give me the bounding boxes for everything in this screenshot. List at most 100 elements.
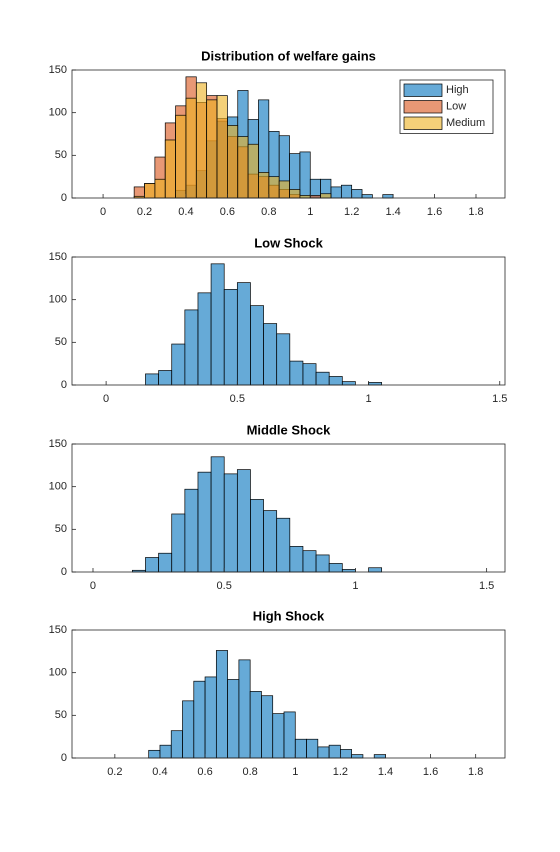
y-tick-label: 100 <box>49 667 67 679</box>
x-tick-label: 0.8 <box>261 206 276 218</box>
x-tick-label: 1.5 <box>492 393 507 405</box>
bar <box>341 381 356 386</box>
bar <box>263 323 278 386</box>
bar <box>175 114 187 199</box>
bar <box>299 151 311 199</box>
x-tick-label: 1.5 <box>479 580 494 592</box>
x-tick-label: 0.6 <box>220 206 235 218</box>
bar <box>294 738 307 759</box>
x-tick-label: 0.8 <box>243 766 258 778</box>
x-tick-label: 0.4 <box>152 766 167 778</box>
legend-label: Medium <box>446 117 485 129</box>
bar <box>289 546 304 573</box>
bar <box>227 679 240 759</box>
y-tick-label: 100 <box>49 107 67 119</box>
bar <box>250 305 264 386</box>
bar <box>306 738 319 759</box>
y-tick-label: 0 <box>61 192 67 204</box>
x-tick-label: 0 <box>100 206 106 218</box>
bar <box>223 473 238 573</box>
bar <box>328 744 341 759</box>
legend-swatch <box>403 83 443 97</box>
bar <box>193 680 206 759</box>
bar <box>158 370 173 386</box>
bar <box>315 554 330 573</box>
bar <box>283 711 296 759</box>
axes-box <box>71 69 506 199</box>
chart-title: Low Shock <box>254 235 323 250</box>
bar <box>330 186 342 199</box>
y-tick-label: 100 <box>49 481 67 493</box>
legend-label: High <box>446 84 469 96</box>
bar <box>361 194 373 199</box>
bar <box>328 376 343 386</box>
bar <box>278 180 290 199</box>
bar <box>276 517 291 573</box>
x-tick-label: 1 <box>292 766 298 778</box>
legend-swatch <box>403 116 443 130</box>
bar <box>148 749 161 759</box>
bar <box>236 469 251 573</box>
bar <box>289 360 304 386</box>
x-tick-label: 1.6 <box>423 766 438 778</box>
bar <box>154 178 166 199</box>
bar <box>223 289 238 386</box>
bar <box>302 550 317 573</box>
bar <box>249 691 262 759</box>
bar <box>236 282 251 386</box>
x-tick-label: 0.6 <box>197 766 212 778</box>
bar <box>195 82 208 199</box>
x-tick-label: 1 <box>352 580 358 592</box>
bar <box>185 97 197 199</box>
bar <box>171 513 186 573</box>
x-tick-label: 1.2 <box>333 766 348 778</box>
bar <box>302 363 317 386</box>
bar <box>227 125 239 199</box>
bar <box>184 309 199 386</box>
x-tick-label: 0 <box>90 580 96 592</box>
bar <box>145 557 159 573</box>
x-tick-label: 0.4 <box>178 206 193 218</box>
bar <box>171 343 186 386</box>
x-tick-label: 0.2 <box>137 206 152 218</box>
x-tick-label: 0.5 <box>217 580 232 592</box>
bar <box>340 184 353 199</box>
x-tick-label: 0.2 <box>107 766 122 778</box>
bar <box>170 730 183 759</box>
y-tick-label: 0 <box>61 566 67 578</box>
x-tick-label: 0 <box>103 393 109 405</box>
legend-label: Low <box>446 101 466 113</box>
bar <box>238 659 251 759</box>
bar <box>340 749 352 759</box>
y-tick-label: 150 <box>49 251 67 263</box>
y-tick-label: 100 <box>49 294 67 306</box>
bar <box>373 754 386 759</box>
bar <box>328 563 343 573</box>
y-tick-label: 0 <box>61 752 67 764</box>
bar <box>351 189 363 199</box>
x-tick-label: 1 <box>307 206 313 218</box>
y-tick-label: 50 <box>55 709 67 721</box>
bar <box>204 676 217 759</box>
bar <box>164 139 176 199</box>
x-tick-label: 1.2 <box>344 206 359 218</box>
bar <box>261 695 274 759</box>
bar <box>210 456 225 573</box>
chart-title: Distribution of welfare gains <box>201 48 376 63</box>
bar <box>158 552 173 573</box>
x-tick-label: 1.8 <box>468 766 483 778</box>
bar <box>197 292 212 386</box>
bar <box>182 700 195 759</box>
y-tick-label: 150 <box>49 438 67 450</box>
axes-box <box>71 629 506 759</box>
bar <box>237 136 249 199</box>
bar <box>145 373 159 386</box>
bar <box>184 488 199 573</box>
bar <box>351 754 364 759</box>
y-tick-label: 150 <box>49 624 67 636</box>
bar <box>197 471 212 573</box>
x-tick-label: 1.6 <box>427 206 442 218</box>
axes-box <box>71 443 506 573</box>
bar <box>206 99 218 199</box>
